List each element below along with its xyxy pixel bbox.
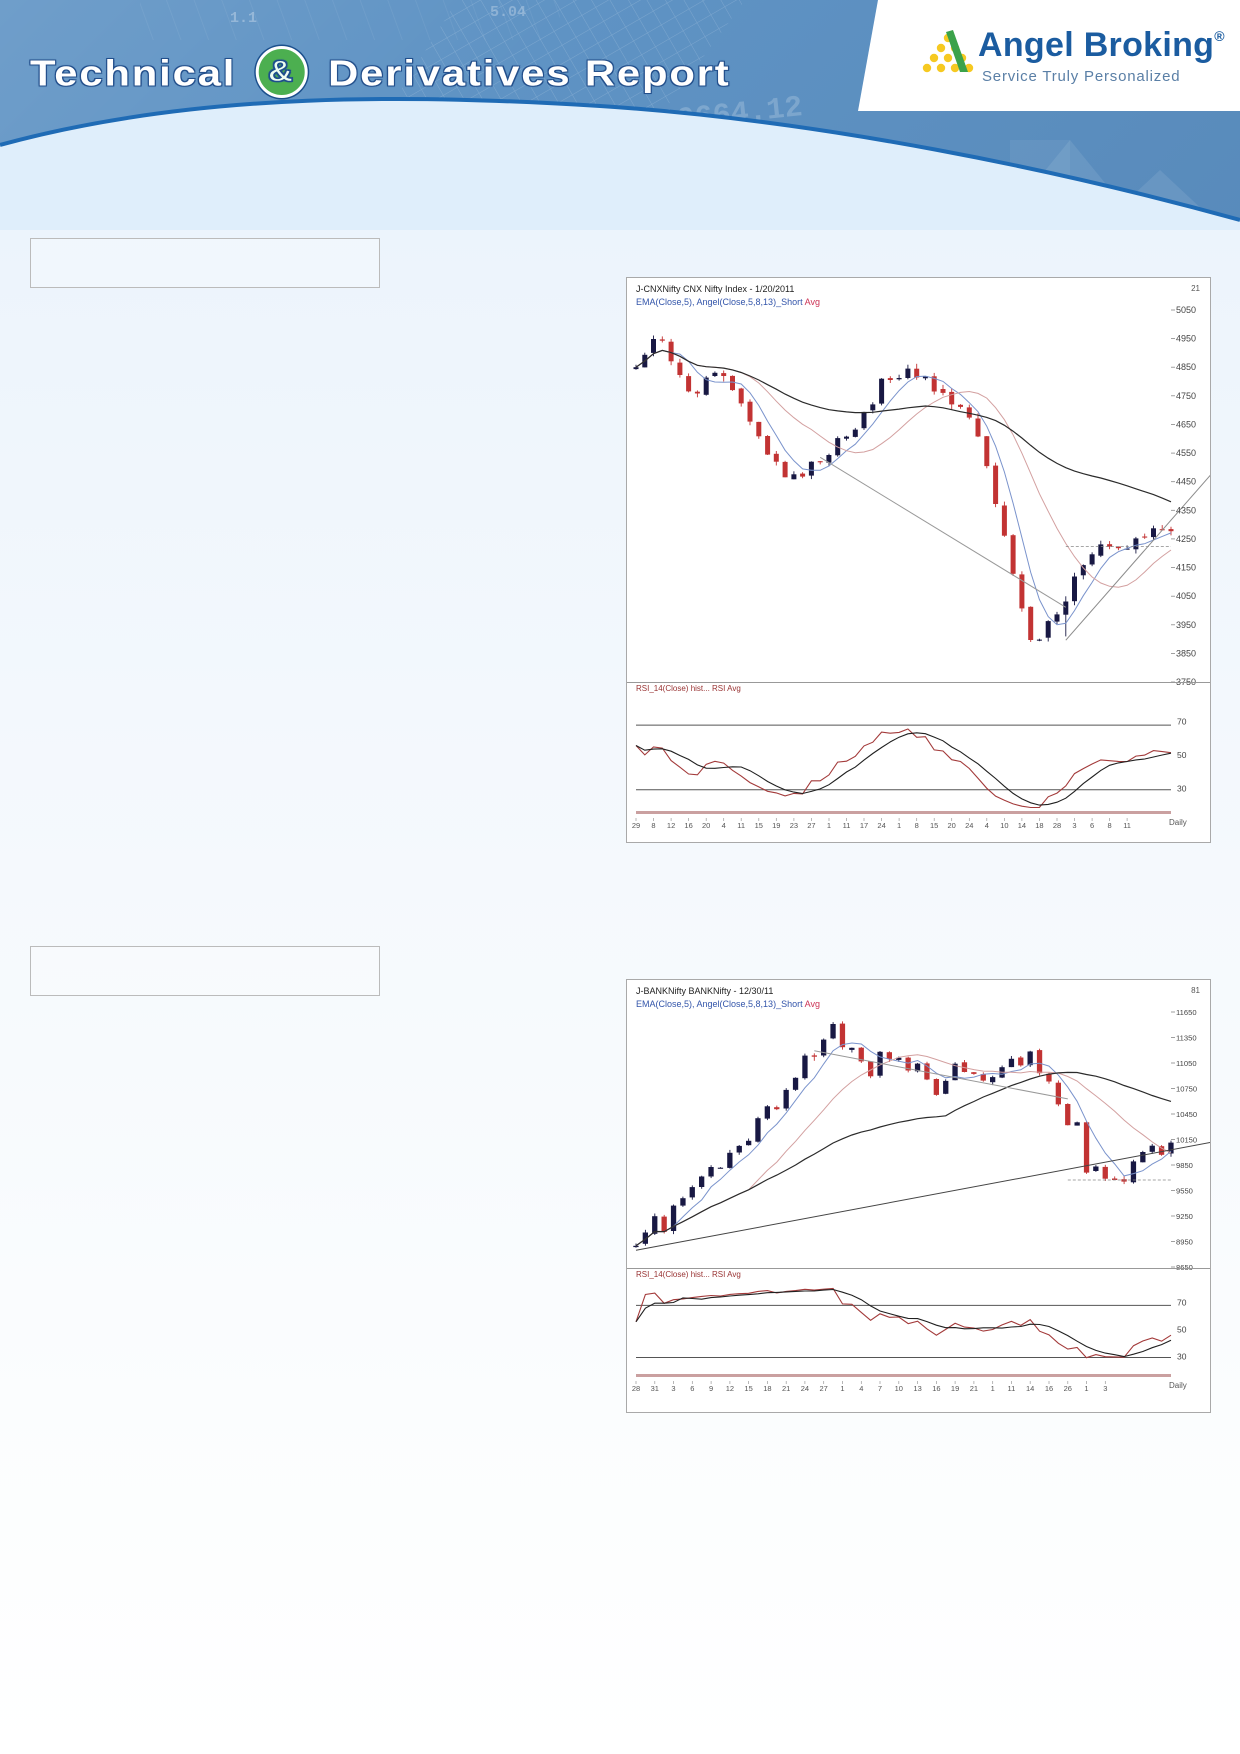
svg-text:28: 28 xyxy=(1053,821,1061,830)
svg-text:18: 18 xyxy=(1035,821,1043,830)
svg-text:20: 20 xyxy=(948,821,956,830)
svg-text:23: 23 xyxy=(790,821,798,830)
svg-text:14: 14 xyxy=(1018,821,1026,830)
svg-text:11: 11 xyxy=(1008,1384,1016,1393)
svg-text:21: 21 xyxy=(782,1384,790,1393)
svg-text:15: 15 xyxy=(744,1384,752,1393)
svg-text:7: 7 xyxy=(878,1384,882,1393)
svg-text:4: 4 xyxy=(985,821,989,830)
svg-text:4950: 4950 xyxy=(1176,334,1196,344)
svg-text:26: 26 xyxy=(1064,1384,1072,1393)
svg-text:14: 14 xyxy=(1026,1384,1034,1393)
svg-text:12: 12 xyxy=(726,1384,734,1393)
svg-text:9: 9 xyxy=(709,1384,713,1393)
svg-text:4250: 4250 xyxy=(1176,534,1196,544)
svg-text:3850: 3850 xyxy=(1176,648,1196,658)
svg-text:8: 8 xyxy=(1108,821,1112,830)
svg-text:4450: 4450 xyxy=(1176,477,1196,487)
svg-text:16: 16 xyxy=(684,821,692,830)
svg-text:4750: 4750 xyxy=(1176,391,1196,401)
svg-text:4150: 4150 xyxy=(1176,563,1196,573)
svg-text:31: 31 xyxy=(651,1384,659,1393)
svg-text:1: 1 xyxy=(827,821,831,830)
svg-text:5050: 5050 xyxy=(1176,305,1196,315)
svg-text:10750: 10750 xyxy=(1176,1085,1197,1094)
svg-text:16: 16 xyxy=(932,1384,940,1393)
svg-text:3950: 3950 xyxy=(1176,620,1196,630)
svg-text:1: 1 xyxy=(991,1384,995,1393)
svg-text:11050: 11050 xyxy=(1176,1059,1197,1068)
svg-text:27: 27 xyxy=(820,1384,828,1393)
svg-text:9250: 9250 xyxy=(1176,1212,1193,1221)
svg-text:1: 1 xyxy=(897,821,901,830)
svg-text:10: 10 xyxy=(895,1384,903,1393)
svg-text:15: 15 xyxy=(755,821,763,830)
svg-text:17: 17 xyxy=(860,821,868,830)
svg-text:3: 3 xyxy=(671,1384,675,1393)
svg-text:4: 4 xyxy=(722,821,726,830)
svg-text:1: 1 xyxy=(840,1384,844,1393)
svg-text:19: 19 xyxy=(772,821,780,830)
svg-text:3: 3 xyxy=(1103,1384,1107,1393)
svg-text:28: 28 xyxy=(632,1384,640,1393)
svg-text:11: 11 xyxy=(1123,821,1131,830)
svg-text:24: 24 xyxy=(877,821,885,830)
svg-text:50: 50 xyxy=(1177,1325,1187,1335)
svg-text:8: 8 xyxy=(915,821,919,830)
svg-text:11: 11 xyxy=(737,821,745,830)
svg-text:11350: 11350 xyxy=(1176,1034,1197,1043)
svg-text:10450: 10450 xyxy=(1176,1110,1197,1119)
svg-text:11650: 11650 xyxy=(1176,1008,1197,1017)
svg-text:30: 30 xyxy=(1177,784,1187,794)
svg-text:10: 10 xyxy=(1000,821,1008,830)
svg-text:4050: 4050 xyxy=(1176,591,1196,601)
svg-text:19: 19 xyxy=(951,1384,959,1393)
svg-text:8950: 8950 xyxy=(1176,1238,1193,1247)
svg-text:13: 13 xyxy=(913,1384,921,1393)
svg-text:12: 12 xyxy=(667,821,675,830)
svg-text:9550: 9550 xyxy=(1176,1187,1193,1196)
svg-text:4350: 4350 xyxy=(1176,505,1196,515)
svg-text:29: 29 xyxy=(632,821,640,830)
svg-text:70: 70 xyxy=(1177,716,1187,726)
svg-text:6: 6 xyxy=(1090,821,1094,830)
svg-text:50: 50 xyxy=(1177,750,1187,760)
svg-text:4550: 4550 xyxy=(1176,448,1196,458)
svg-text:6: 6 xyxy=(690,1384,694,1393)
svg-text:24: 24 xyxy=(801,1384,809,1393)
svg-text:15: 15 xyxy=(930,821,938,830)
svg-text:8: 8 xyxy=(651,821,655,830)
svg-text:3: 3 xyxy=(1072,821,1076,830)
svg-text:16: 16 xyxy=(1045,1384,1053,1393)
svg-text:20: 20 xyxy=(702,821,710,830)
svg-text:11: 11 xyxy=(843,821,851,830)
svg-text:21: 21 xyxy=(970,1384,978,1393)
svg-text:18: 18 xyxy=(763,1384,771,1393)
svg-text:70: 70 xyxy=(1177,1297,1187,1307)
svg-text:24: 24 xyxy=(965,821,973,830)
svg-text:1: 1 xyxy=(1084,1384,1088,1393)
svg-text:4650: 4650 xyxy=(1176,420,1196,430)
svg-text:30: 30 xyxy=(1177,1352,1187,1362)
svg-text:4850: 4850 xyxy=(1176,362,1196,372)
svg-text:10150: 10150 xyxy=(1176,1136,1197,1145)
svg-text:27: 27 xyxy=(807,821,815,830)
svg-text:9850: 9850 xyxy=(1176,1161,1193,1170)
svg-text:4: 4 xyxy=(859,1384,863,1393)
